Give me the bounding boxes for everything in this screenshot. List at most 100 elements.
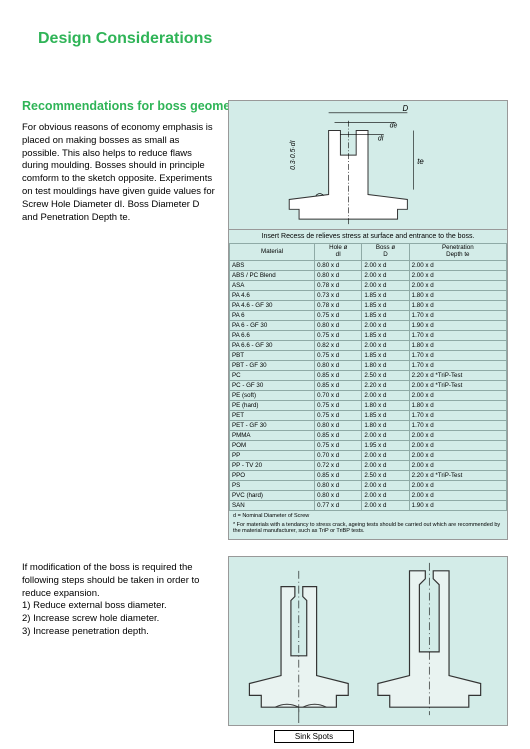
table-footnote-1: d = Nominal Diameter of Screw xyxy=(229,511,507,520)
table-cell: 1.80 x d xyxy=(409,401,506,411)
table-cell: 0.73 x d xyxy=(315,291,362,301)
intro-paragraph: For obvious reasons of economy emphasis … xyxy=(22,122,217,225)
table-row: SAN0.77 x d2.00 x d1.90 x d xyxy=(230,501,507,511)
table-cell: 1.80 x d xyxy=(409,341,506,351)
dim-de: de xyxy=(390,123,398,130)
table-cell: 1.80 x d xyxy=(362,401,409,411)
table-cell: 0.75 x d xyxy=(315,441,362,451)
table-cell: 0.80 x d xyxy=(315,261,362,271)
table-cell: 1.85 x d xyxy=(362,291,409,301)
table-row: PC - GF 300.85 x d2.20 x d2.00 x d *TriP… xyxy=(230,381,507,391)
table-cell: PBT xyxy=(230,351,315,361)
dim-wall: 0.3·0.5·dI xyxy=(290,140,297,170)
table-cell: 0.85 x d xyxy=(315,431,362,441)
table-cell: PMMA xyxy=(230,431,315,441)
table-cell: 2.00 x d *TriP-Test xyxy=(409,381,506,391)
table-header: PenetrationDepth te xyxy=(409,244,506,261)
table-row: ASA0.78 x d2.00 x d2.00 x d xyxy=(230,281,507,291)
table-header: Material xyxy=(230,244,315,261)
table-cell: 1.70 x d xyxy=(409,411,506,421)
table-row: PVC (hard)0.80 x d2.00 x d2.00 x d xyxy=(230,491,507,501)
step-1: 1) Reduce external boss diameter. xyxy=(22,600,167,611)
table-cell: 2.00 x d xyxy=(409,461,506,471)
table-cell: 0.80 x d xyxy=(315,421,362,431)
boss-geometry-table: MaterialHole ødIBoss øDPenetrationDepth … xyxy=(229,243,507,511)
sink-spots-label: Sink Spots xyxy=(274,730,354,743)
table-cell: 1.85 x d xyxy=(362,351,409,361)
table-cell: PA 6 xyxy=(230,311,315,321)
table-cell: 2.20 x d *TriP-Test xyxy=(409,371,506,381)
sink-spots-diagram xyxy=(228,556,508,726)
table-row: ABS0.80 x d2.00 x d2.00 x d xyxy=(230,261,507,271)
table-cell: 1.85 x d xyxy=(362,301,409,311)
table-cell: PET xyxy=(230,411,315,421)
table-cell: 0.70 x d xyxy=(315,451,362,461)
section-title: Recommendations for boss geometry xyxy=(22,99,246,113)
table-cell: 2.00 x d xyxy=(362,281,409,291)
table-cell: 1.70 x d xyxy=(409,331,506,341)
table-cell: 0.78 x d xyxy=(315,281,362,291)
table-row: POM0.75 x d1.95 x d2.00 x d xyxy=(230,441,507,451)
table-cell: 1.90 x d xyxy=(409,321,506,331)
table-cell: 2.00 x d xyxy=(409,491,506,501)
table-cell: 1.85 x d xyxy=(362,331,409,341)
table-cell: 0.75 x d xyxy=(315,331,362,341)
table-cell: PBT - GF 30 xyxy=(230,361,315,371)
table-cell: 0.77 x d xyxy=(315,501,362,511)
table-cell: ABS xyxy=(230,261,315,271)
table-cell: 2.00 x d xyxy=(362,491,409,501)
table-row: PA 6.6 - GF 300.82 x d2.00 x d1.80 x d xyxy=(230,341,507,351)
table-row: PET - GF 300.80 x d1.80 x d1.70 x d xyxy=(230,421,507,431)
table-cell: 0.78 x d xyxy=(315,301,362,311)
table-caption: Insert Recess de relieves stress at surf… xyxy=(229,230,507,243)
table-cell: 1.80 x d xyxy=(409,301,506,311)
table-cell: 0.80 x d xyxy=(315,271,362,281)
table-cell: 1.80 x d xyxy=(362,421,409,431)
table-cell: PVC (hard) xyxy=(230,491,315,501)
table-row: PPO0.85 x d2.50 x d2.20 x d *TriP-Test xyxy=(230,471,507,481)
table-footnote-2: * For materials with a tendancy to stres… xyxy=(229,520,507,535)
table-cell: 0.70 x d xyxy=(315,391,362,401)
step-2: 2) Increase screw hole diameter. xyxy=(22,613,159,624)
table-cell: PA 6 - GF 30 xyxy=(230,321,315,331)
table-cell: 0.75 x d xyxy=(315,401,362,411)
table-cell: 2.00 x d xyxy=(362,391,409,401)
table-cell: 2.00 x d xyxy=(409,391,506,401)
table-cell: PA 6.6 xyxy=(230,331,315,341)
modification-steps: If modification of the boss is required … xyxy=(22,562,222,639)
table-cell: ABS / PC Blend xyxy=(230,271,315,281)
table-cell: 0.75 x d xyxy=(315,351,362,361)
table-cell: ASA xyxy=(230,281,315,291)
table-cell: POM xyxy=(230,441,315,451)
table-cell: PPO xyxy=(230,471,315,481)
table-row: PE (hard)0.75 x d1.80 x d1.80 x d xyxy=(230,401,507,411)
table-cell: 1.85 x d xyxy=(362,411,409,421)
table-cell: 2.00 x d xyxy=(409,451,506,461)
table-cell: PA 4.6 - GF 30 xyxy=(230,301,315,311)
table-row: ABS / PC Blend0.80 x d2.00 x d2.00 x d xyxy=(230,271,507,281)
table-cell: 1.80 x d xyxy=(409,291,506,301)
table-cell: 2.00 x d xyxy=(362,261,409,271)
table-cell: 1.90 x d xyxy=(409,501,506,511)
table-cell: 0.82 x d xyxy=(315,341,362,351)
table-row: PS0.80 x d2.00 x d2.00 x d xyxy=(230,481,507,491)
table-row: PA 6 - GF 300.80 x d2.00 x d1.90 x d xyxy=(230,321,507,331)
table-cell: 1.85 x d xyxy=(362,311,409,321)
table-cell: PP xyxy=(230,451,315,461)
table-row: PC0.85 x d2.50 x d2.20 x d *TriP-Test xyxy=(230,371,507,381)
table-cell: PE (hard) xyxy=(230,401,315,411)
table-cell: 1.70 x d xyxy=(409,361,506,371)
table-cell: 1.70 x d xyxy=(409,351,506,361)
table-cell: PS xyxy=(230,481,315,491)
table-row: PA 4.60.73 x d1.85 x d1.80 x d xyxy=(230,291,507,301)
table-cell: 2.20 x d *TriP-Test xyxy=(409,471,506,481)
table-cell: 2.00 x d xyxy=(362,341,409,351)
table-cell: PC - GF 30 xyxy=(230,381,315,391)
table-header: Boss øD xyxy=(362,244,409,261)
table-cell: PP - TV 20 xyxy=(230,461,315,471)
table-row: PBT0.75 x d1.85 x d1.70 x d xyxy=(230,351,507,361)
table-cell: 0.80 x d xyxy=(315,481,362,491)
dim-D: D xyxy=(402,104,408,113)
table-cell: 0.75 x d xyxy=(315,411,362,421)
table-row: PA 6.60.75 x d1.85 x d1.70 x d xyxy=(230,331,507,341)
